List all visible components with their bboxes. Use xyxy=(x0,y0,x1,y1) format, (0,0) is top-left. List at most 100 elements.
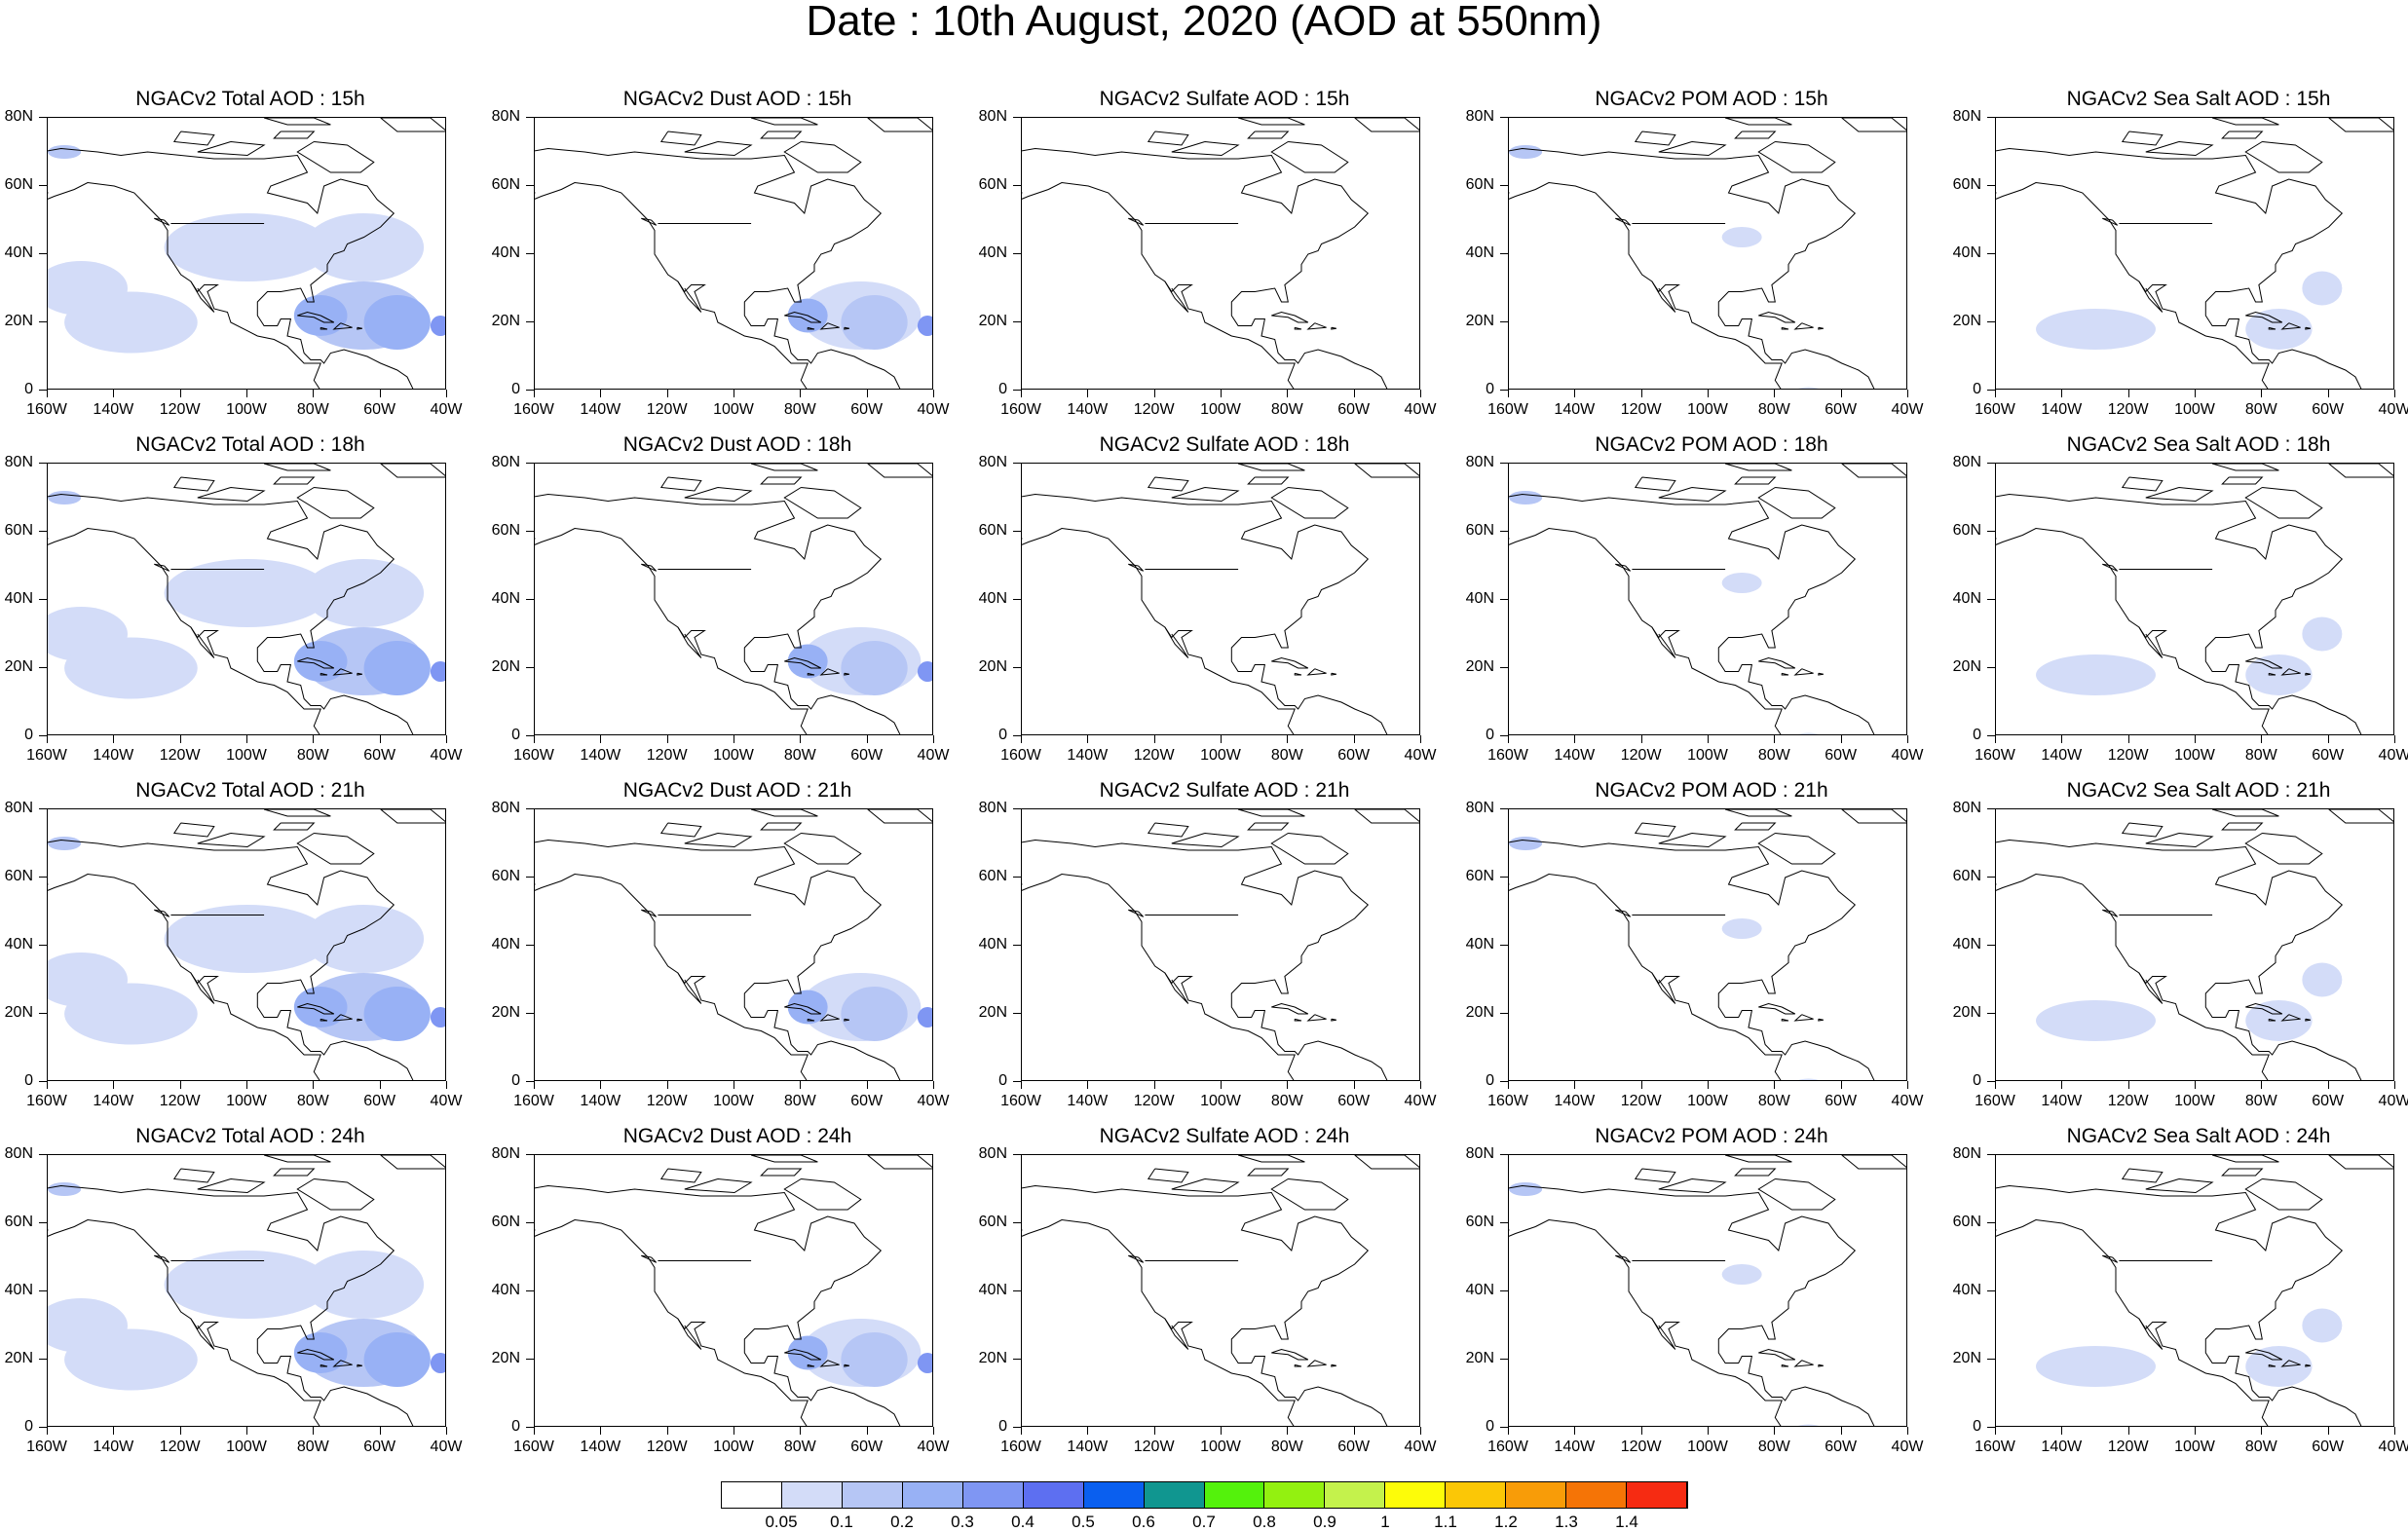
y-tick-label: 60N xyxy=(978,522,1007,539)
x-tick xyxy=(1420,1427,1421,1435)
x-tick xyxy=(2127,735,2129,743)
y-tick xyxy=(1013,117,1021,118)
y-tick xyxy=(526,667,534,668)
map-panel-sulfate-24h: NGACv2 Sulfate AOD : 24h 80N 60N 40N 20N 0 160… xyxy=(974,1125,1471,1466)
coastline xyxy=(807,1364,815,1367)
coastline xyxy=(154,909,170,917)
coastline xyxy=(197,487,266,503)
aod-field-blob xyxy=(2036,654,2156,695)
y-tick xyxy=(1013,463,1021,464)
x-tick-label: 40W xyxy=(430,1093,463,1109)
y-tick xyxy=(1500,945,1508,946)
coastline xyxy=(190,280,215,313)
coastline xyxy=(1996,873,2270,1080)
coastline xyxy=(760,1168,803,1177)
coastline xyxy=(1022,839,1388,1080)
aod-field-blob xyxy=(841,641,908,695)
y-tick-label: 80N xyxy=(978,1145,1007,1162)
aod-field-blob xyxy=(1797,732,1820,734)
x-tick-label: 140W xyxy=(2041,747,2083,764)
coastline xyxy=(297,1002,335,1015)
y-tick-label: 40N xyxy=(1465,590,1494,607)
coastline xyxy=(296,833,375,865)
y-tick xyxy=(39,735,47,736)
y-tick-label: 60N xyxy=(1465,176,1494,193)
map-svg xyxy=(1022,118,1419,389)
coastline xyxy=(1271,1348,1309,1361)
coastline xyxy=(1271,656,1309,669)
coastline xyxy=(1247,131,1290,139)
y-tick-label: 60N xyxy=(4,1214,33,1230)
x-tick xyxy=(179,1427,181,1435)
coastline xyxy=(1634,1168,1676,1183)
coastline xyxy=(1818,672,1824,676)
y-tick-label: 60N xyxy=(978,868,1007,884)
coastline xyxy=(1354,1155,1419,1170)
x-tick xyxy=(1287,735,1289,743)
coastline xyxy=(190,626,215,658)
y-tick xyxy=(1013,1359,1021,1360)
x-tick xyxy=(1640,735,1642,743)
x-tick xyxy=(1907,735,1908,743)
aod-field-blob xyxy=(363,641,431,695)
coastline xyxy=(760,822,803,831)
y-tick xyxy=(1987,1081,1995,1082)
coastline xyxy=(2244,141,2323,173)
coastline xyxy=(535,839,901,1080)
aod-field-blob xyxy=(164,213,331,281)
aod-field-blob xyxy=(1721,227,1762,247)
y-tick-label: 0 xyxy=(24,381,33,397)
map-panel-pom-21h: NGACv2 POM AOD : 21h 80N 60N 40N 20N 0 160W 140… xyxy=(1461,779,1958,1120)
map-svg xyxy=(1022,464,1419,734)
coastline xyxy=(684,1178,753,1194)
x-tick-label: 160W xyxy=(1975,1439,2015,1455)
x-tick-label: 160W xyxy=(513,1093,554,1109)
x-tick-label: 120W xyxy=(1133,1093,1175,1109)
coastline xyxy=(1294,672,1302,676)
aod-field-blob xyxy=(2036,1000,2156,1041)
map-panel-dust-21h: NGACv2 Dust AOD : 21h 80N 60N 40N 20N 0 160W 14… xyxy=(487,779,984,1120)
coastline xyxy=(1509,839,1875,1080)
colorbar-label: 0.2 xyxy=(890,1513,914,1531)
map-svg xyxy=(48,1155,445,1426)
y-tick xyxy=(1987,599,1995,600)
y-tick xyxy=(1013,808,1021,809)
y-tick-label: 20N xyxy=(1952,658,1981,675)
coastline xyxy=(677,280,702,313)
coastline xyxy=(1818,326,1824,330)
coastline xyxy=(2102,909,2119,917)
coastline xyxy=(1294,326,1302,330)
aod-field-blob xyxy=(430,661,445,682)
x-tick xyxy=(933,390,934,397)
y-tick-label: 0 xyxy=(1486,1072,1494,1089)
y-tick-label: 0 xyxy=(511,1418,520,1435)
x-tick xyxy=(800,390,802,397)
y-tick-label: 40N xyxy=(978,1282,1007,1298)
coastline xyxy=(2138,626,2163,658)
y-tick xyxy=(1500,185,1508,186)
coastline xyxy=(1171,833,1240,848)
y-tick-label: 0 xyxy=(1973,381,1981,397)
coastline xyxy=(1509,181,1783,389)
coastline xyxy=(1306,1014,1327,1022)
x-tick-label: 120W xyxy=(1133,401,1175,418)
x-tick-label: 80W xyxy=(1270,401,1303,418)
coastline xyxy=(1781,672,1789,676)
y-tick xyxy=(1500,321,1508,322)
map-svg xyxy=(1996,809,2393,1080)
x-tick-label: 60W xyxy=(1825,401,1858,418)
aod-field-blob xyxy=(64,983,198,1045)
x-tick-label: 140W xyxy=(1067,401,1109,418)
coastline xyxy=(154,563,170,572)
coastline xyxy=(819,1360,840,1367)
y-tick-label: 80N xyxy=(491,800,520,816)
colorbar-label: 0.1 xyxy=(830,1513,853,1531)
aod-field-blob xyxy=(1509,145,1543,159)
y-tick-label: 40N xyxy=(491,1282,520,1298)
coastline xyxy=(1022,1184,1388,1426)
coastline xyxy=(1615,909,1632,917)
coastline xyxy=(1793,668,1814,676)
y-tick xyxy=(1987,1154,1995,1155)
map-panel-sulfate-15h: NGACv2 Sulfate AOD : 15h 80N 60N 40N 20N 0 160… xyxy=(974,88,1471,429)
x-tick xyxy=(113,1081,115,1089)
